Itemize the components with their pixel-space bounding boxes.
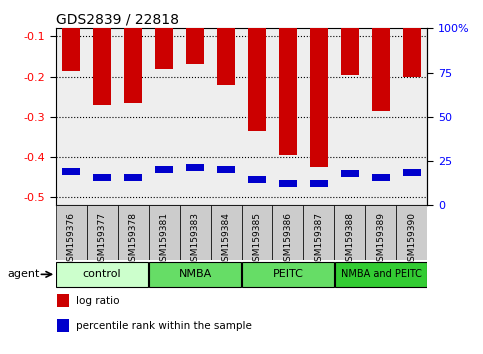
Text: control: control — [83, 269, 121, 279]
Text: NMBA and PEITC: NMBA and PEITC — [341, 269, 421, 279]
Bar — [217, 28, 235, 85]
Bar — [149, 262, 241, 287]
Text: log ratio: log ratio — [76, 296, 119, 306]
Bar — [341, 28, 359, 75]
Text: GSM159381: GSM159381 — [159, 212, 169, 267]
Bar — [149, 205, 180, 260]
Bar — [279, 180, 297, 187]
Bar — [57, 294, 69, 307]
Text: GSM159385: GSM159385 — [253, 212, 261, 267]
Text: GSM159376: GSM159376 — [67, 212, 75, 267]
Bar — [242, 205, 272, 260]
Text: GSM159389: GSM159389 — [376, 212, 385, 267]
Bar — [93, 28, 112, 105]
Bar — [242, 262, 334, 287]
Bar — [124, 28, 142, 103]
Text: GSM159388: GSM159388 — [345, 212, 355, 267]
Bar — [155, 166, 173, 173]
Text: GSM159386: GSM159386 — [284, 212, 293, 267]
Text: GDS2839 / 22818: GDS2839 / 22818 — [56, 12, 179, 27]
Bar — [217, 166, 235, 173]
Bar — [341, 170, 359, 177]
Bar — [397, 205, 427, 260]
Bar — [211, 205, 242, 260]
Bar — [117, 205, 149, 260]
Bar — [155, 28, 173, 69]
Bar — [57, 319, 69, 332]
Bar — [248, 176, 266, 183]
Bar — [86, 205, 117, 260]
Bar — [62, 168, 80, 175]
Text: GSM159387: GSM159387 — [314, 212, 324, 267]
Text: PEITC: PEITC — [272, 269, 303, 279]
Bar — [303, 205, 334, 260]
Bar — [279, 28, 297, 155]
Bar — [334, 205, 366, 260]
Bar — [124, 174, 142, 181]
Bar — [56, 205, 86, 260]
Text: percentile rank within the sample: percentile rank within the sample — [76, 321, 252, 331]
Text: GSM159383: GSM159383 — [190, 212, 199, 267]
Bar — [335, 262, 427, 287]
Bar — [180, 205, 211, 260]
Bar — [372, 174, 390, 181]
Bar — [372, 28, 390, 111]
Bar — [56, 262, 148, 287]
Text: GSM159390: GSM159390 — [408, 212, 416, 267]
Bar — [366, 205, 397, 260]
Bar — [93, 174, 112, 181]
Bar — [186, 164, 204, 171]
Text: NMBA: NMBA — [178, 269, 212, 279]
Bar — [272, 205, 303, 260]
Bar — [310, 180, 328, 187]
Bar — [186, 28, 204, 64]
Bar — [403, 169, 421, 176]
Bar — [248, 28, 266, 131]
Bar — [62, 28, 80, 70]
Bar — [310, 28, 328, 167]
Text: GSM159377: GSM159377 — [98, 212, 107, 267]
Bar — [403, 28, 421, 78]
Text: GSM159384: GSM159384 — [222, 212, 230, 267]
Text: GSM159378: GSM159378 — [128, 212, 138, 267]
Text: agent: agent — [8, 269, 40, 279]
